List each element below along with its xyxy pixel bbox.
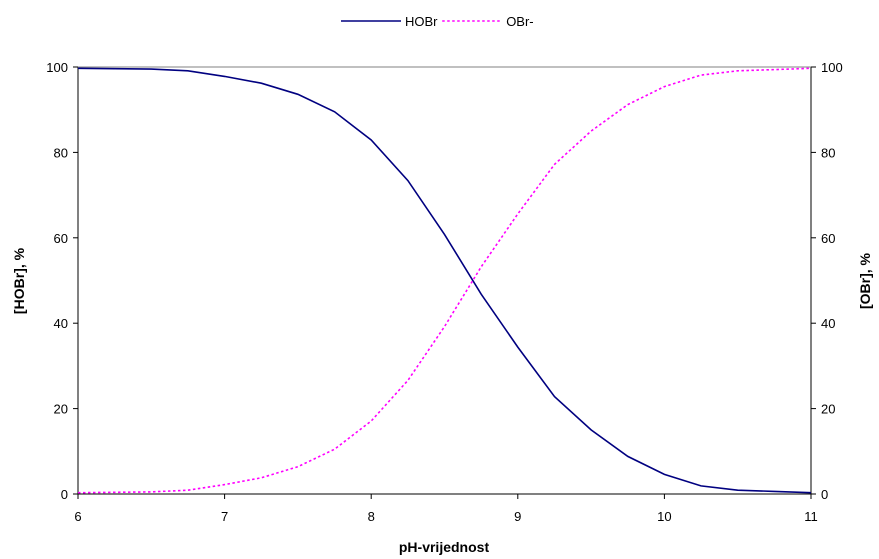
x-tick-label: 7: [221, 509, 228, 524]
y-tick-label-right: 0: [821, 487, 828, 502]
series-line-hobr: [77, 67, 812, 494]
y-tick-label-right: 40: [821, 316, 835, 331]
x-axis-title: pH-vrijednost: [399, 539, 490, 555]
legend: HOBr OBr-: [341, 14, 534, 29]
y-tick-label-left: 40: [54, 316, 68, 331]
x-tick-label: 8: [368, 509, 375, 524]
series-lines: [77, 67, 812, 494]
y-tick-label-right: 20: [821, 402, 835, 417]
y-tick-label-right: 100: [821, 60, 843, 75]
y-axis-right-title: [OBr], %: [857, 252, 873, 309]
y-tick-label-left: 0: [61, 487, 68, 502]
y-tick-label-left: 100: [46, 60, 68, 75]
legend-label-obr: OBr-: [506, 14, 533, 29]
tick-labels: 0 0 20 20 40 40 60 60 80 80 100 100 6 7 8 9 10 11: [46, 60, 842, 524]
x-tick-label: 9: [514, 509, 521, 524]
y-tick-label-left: 20: [54, 402, 68, 417]
y-tick-label-left: 80: [54, 145, 68, 160]
legend-label-hobr: HOBr: [405, 14, 438, 29]
axes: [73, 66, 816, 499]
y-axis-left-title: [HOBr], %: [11, 247, 27, 314]
x-tick-label: 6: [74, 509, 81, 524]
series-line-obr: [77, 67, 812, 494]
y-tick-label-left: 60: [54, 231, 68, 246]
y-tick-label-right: 60: [821, 231, 835, 246]
x-tick-label: 10: [657, 509, 671, 524]
y-tick-label-right: 80: [821, 145, 835, 160]
x-tick-label: 11: [804, 509, 818, 524]
